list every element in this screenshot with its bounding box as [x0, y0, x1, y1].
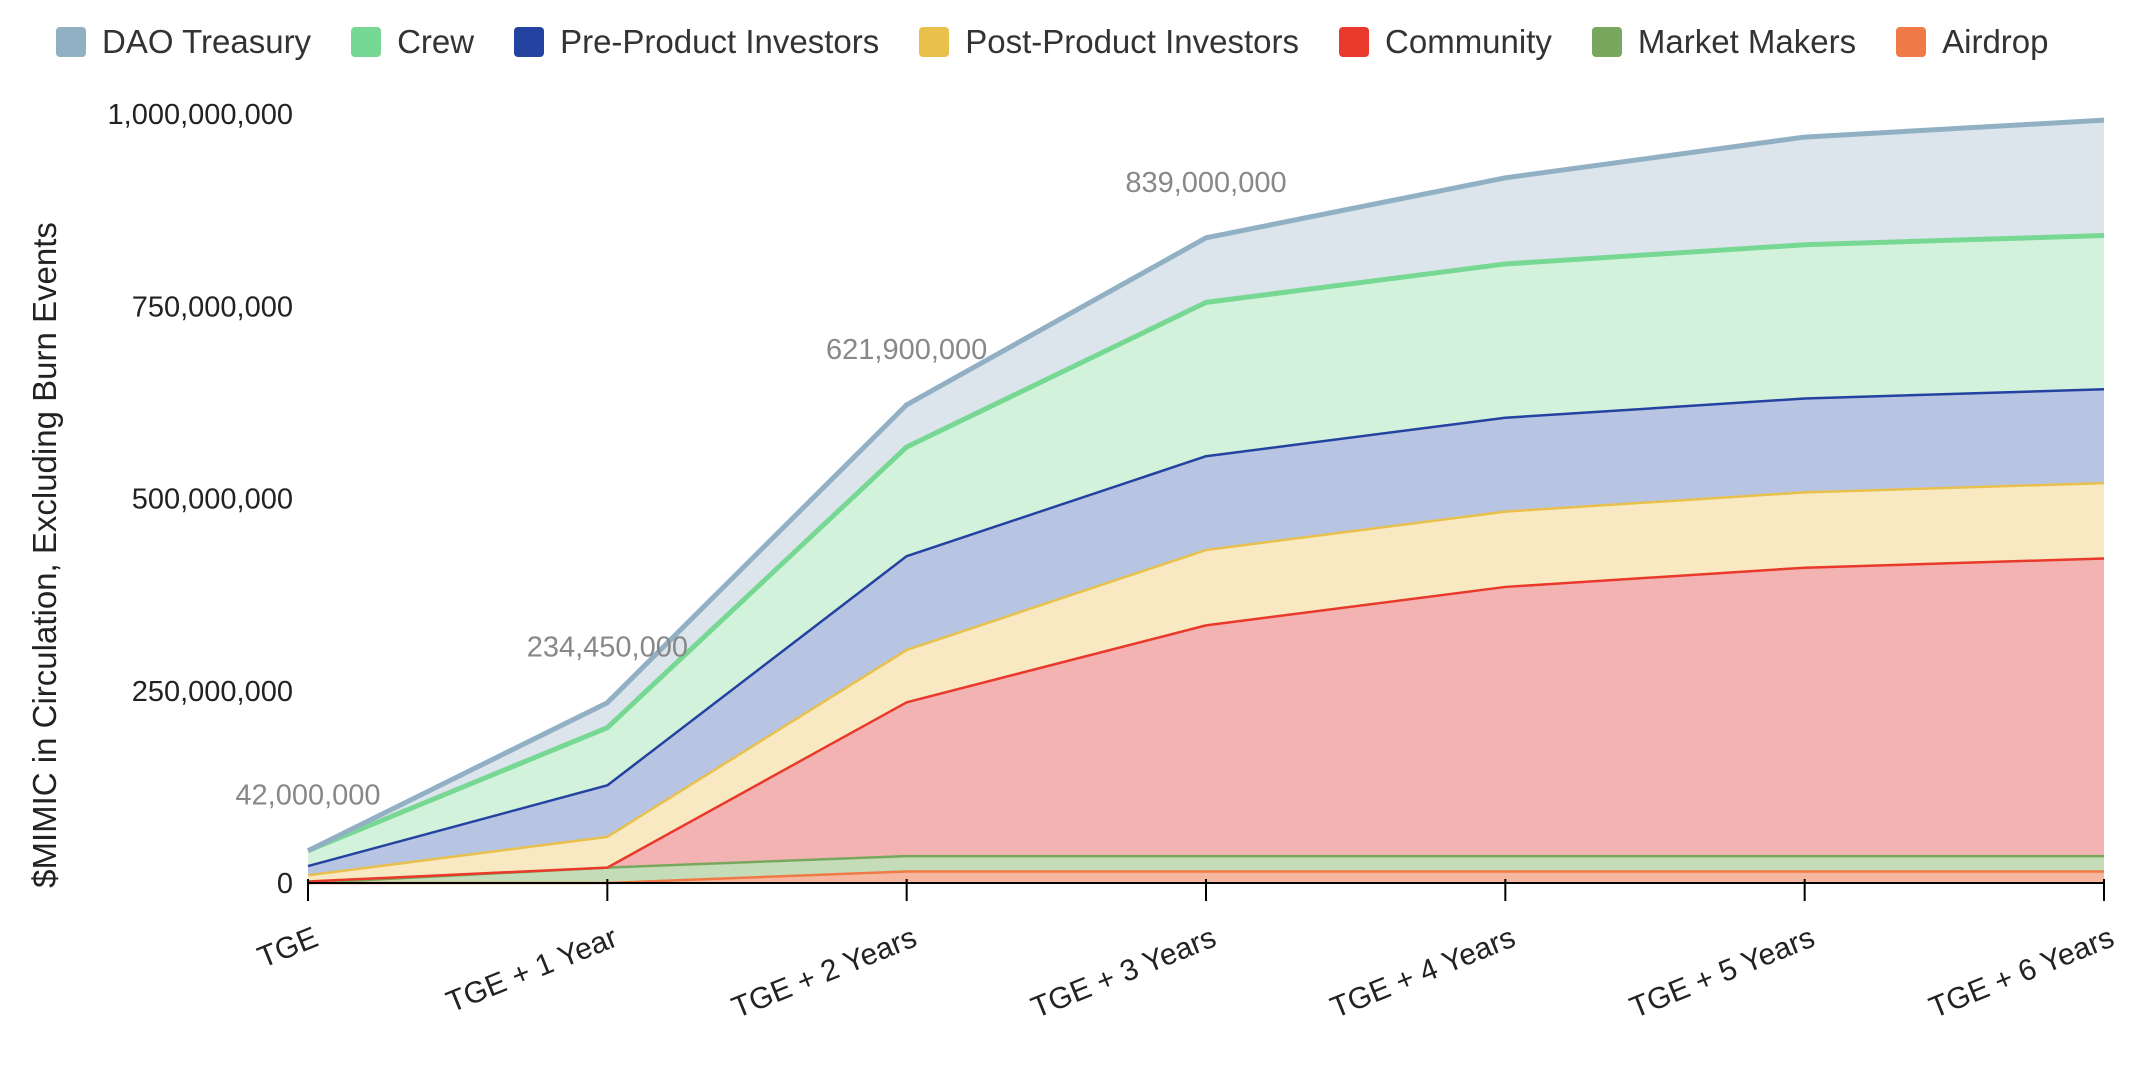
legend-swatch — [56, 27, 86, 57]
x-tick-label: TGE — [253, 921, 323, 975]
legend-item-post-product-investors[interactable]: Post-Product Investors — [919, 23, 1299, 61]
x-tick-label: TGE + 4 Years — [1326, 921, 1520, 1025]
y-tick-label: 0 — [277, 868, 293, 900]
legend-label: Airdrop — [1942, 23, 2049, 60]
legend-item-dao-treasury[interactable]: DAO Treasury — [56, 23, 311, 61]
y-tick-label: 250,000,000 — [132, 676, 293, 708]
line-crew — [307, 233, 2105, 854]
y-tick-label: 750,000,000 — [132, 291, 293, 323]
legend-swatch — [919, 27, 950, 57]
area-pre-product-investors — [308, 389, 2104, 876]
chart-legend: DAO Treasury Crew Pre-Product Investors Pos… — [56, 16, 2049, 68]
legend-swatch — [1896, 27, 1927, 57]
area-post-product-investors — [308, 483, 2104, 882]
y-tick-label: 500,000,000 — [132, 484, 293, 516]
legend-label: Community — [1385, 23, 1552, 60]
legend-item-crew[interactable]: Crew — [351, 23, 474, 61]
x-tick-label: TGE + 1 Year — [442, 921, 622, 1019]
legend-swatch — [1591, 27, 1622, 57]
line-post-product-investors — [307, 481, 2105, 877]
area-dao-treasury — [308, 120, 2104, 851]
legend-label: Pre-Product Investors — [560, 23, 880, 60]
data-label: 839,000,000 — [1125, 167, 1286, 199]
line-dao-treasury — [306, 117, 2105, 853]
area-crew — [308, 235, 2104, 867]
data-label: 42,000,000 — [235, 780, 380, 812]
legend-label: Crew — [397, 23, 475, 60]
line-community — [307, 557, 2105, 883]
y-axis-title: $MIMIC in Circulation, Excluding Burn Ev… — [26, 222, 63, 888]
legend-label: DAO Treasury — [102, 23, 312, 60]
legend-label: Market Makers — [1637, 23, 1857, 60]
x-tick-label: TGE + 6 Years — [1925, 921, 2119, 1025]
legend-swatch — [351, 27, 382, 57]
legend-item-airdrop[interactable]: Airdrop — [1896, 23, 2049, 61]
legend-item-market-makers[interactable]: Market Makers — [1591, 23, 1857, 61]
data-label: 621,900,000 — [826, 334, 987, 366]
line-pre-product-investors — [307, 388, 2105, 868]
legend-label: Post-Product Investors — [965, 23, 1300, 60]
area-airdrop — [308, 871, 2104, 883]
x-tick-label: TGE + 2 Years — [727, 921, 921, 1025]
legend-swatch — [1339, 27, 1370, 57]
x-tick-label: TGE + 5 Years — [1625, 921, 1819, 1025]
legend-swatch — [514, 27, 545, 57]
legend-item-community[interactable]: Community — [1339, 23, 1552, 61]
data-label: 234,450,000 — [527, 632, 688, 664]
x-tick-label: TGE + 3 Years — [1027, 921, 1221, 1025]
area-community — [308, 558, 2104, 883]
legend-item-pre-product-investors[interactable]: Pre-Product Investors — [514, 23, 879, 61]
y-tick-label: 1,000,000,000 — [108, 99, 293, 131]
